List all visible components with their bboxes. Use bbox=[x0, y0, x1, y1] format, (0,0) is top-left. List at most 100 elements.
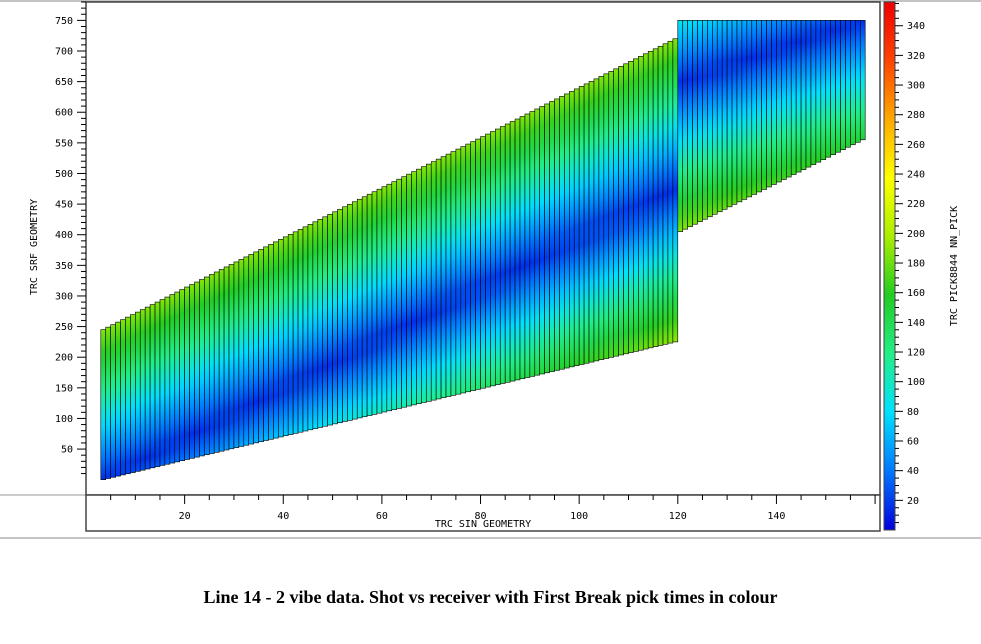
trace-column bbox=[657, 45, 664, 346]
trace-column bbox=[154, 301, 161, 467]
trace-column bbox=[766, 20, 772, 188]
y-tick-label: 350 bbox=[55, 261, 73, 272]
trace-column bbox=[682, 20, 688, 230]
colorbar-tick-label: 180 bbox=[907, 259, 925, 270]
trace-column bbox=[815, 20, 822, 163]
trace-column bbox=[790, 20, 797, 175]
trace-column bbox=[613, 68, 619, 357]
trace-column bbox=[233, 261, 240, 448]
trace-column bbox=[845, 20, 851, 148]
trace-column bbox=[223, 266, 230, 451]
trace-column bbox=[450, 151, 457, 396]
trace-column bbox=[386, 183, 393, 412]
trace-column bbox=[139, 309, 146, 471]
trace-column bbox=[347, 203, 353, 421]
trace-column bbox=[204, 276, 210, 456]
trace-column bbox=[455, 148, 462, 395]
trace-column bbox=[194, 281, 200, 458]
y-tick-label: 450 bbox=[55, 200, 73, 211]
trace-column bbox=[258, 249, 264, 442]
trace-column bbox=[174, 291, 181, 463]
trace-column bbox=[859, 20, 866, 141]
trace-column bbox=[840, 20, 846, 151]
trace-column bbox=[430, 161, 437, 401]
y-tick-label: 100 bbox=[55, 414, 73, 425]
trace-column bbox=[485, 133, 491, 388]
trace-column bbox=[830, 20, 836, 155]
colorbar-tick-label: 200 bbox=[907, 229, 925, 240]
trace-column bbox=[159, 299, 166, 466]
y-tick-label: 700 bbox=[55, 46, 73, 57]
trace-column bbox=[756, 20, 762, 193]
y-tick-label: 550 bbox=[55, 138, 73, 149]
trace-column bbox=[785, 20, 792, 178]
trace-column bbox=[731, 20, 738, 205]
trace-column bbox=[504, 123, 511, 383]
y-axis-label: TRC SRF GEOMETRY bbox=[29, 199, 40, 295]
trace-column bbox=[440, 156, 447, 399]
trace-column bbox=[716, 20, 723, 213]
trace-column bbox=[278, 239, 284, 438]
colorbar-tick-label: 280 bbox=[907, 110, 925, 121]
trace-column bbox=[549, 101, 555, 372]
trace-column bbox=[366, 193, 373, 416]
x-axis: 20 40 60 80 100 120 140 bbox=[110, 495, 876, 522]
colorbar-tick-label: 140 bbox=[907, 318, 925, 329]
y-tick-label: 300 bbox=[55, 291, 73, 302]
trace-column bbox=[564, 93, 570, 369]
trace-column bbox=[544, 103, 550, 374]
x-tick-label: 120 bbox=[669, 511, 687, 522]
trace-column bbox=[381, 186, 388, 413]
figure-caption: Line 14 - 2 vibe data. Shot vs receiver … bbox=[203, 587, 778, 607]
trace-column bbox=[642, 53, 649, 350]
trace-column bbox=[855, 20, 861, 143]
trace-column bbox=[850, 20, 856, 146]
colorbar bbox=[883, 1, 896, 531]
colorbar-tick-label: 20 bbox=[907, 496, 919, 507]
colorbar-tick-label: 100 bbox=[907, 377, 925, 388]
trace-column bbox=[253, 251, 259, 444]
trace-column bbox=[736, 20, 743, 203]
trace-column bbox=[568, 91, 575, 368]
trace-column bbox=[465, 143, 471, 393]
trace-column bbox=[638, 55, 644, 351]
trace-column bbox=[751, 20, 758, 195]
trace-column bbox=[421, 166, 427, 403]
trace-column bbox=[519, 116, 526, 380]
trace-column bbox=[435, 158, 442, 400]
trace-column bbox=[781, 20, 787, 180]
trace-column bbox=[499, 126, 506, 384]
trace-column bbox=[583, 83, 590, 364]
trace-column bbox=[628, 61, 634, 353]
trace-column bbox=[184, 286, 190, 460]
trace-column bbox=[702, 20, 708, 220]
trace-column bbox=[647, 50, 654, 349]
x-tick-label: 40 bbox=[277, 511, 289, 522]
trace-column bbox=[588, 81, 595, 363]
colorbar-tick-label: 340 bbox=[907, 21, 925, 32]
trace-column bbox=[573, 88, 580, 366]
trace-column bbox=[825, 20, 831, 158]
trace-column bbox=[795, 20, 802, 173]
trace-column bbox=[623, 63, 629, 355]
trace-column bbox=[218, 269, 225, 452]
trace-column bbox=[687, 20, 693, 227]
trace-column bbox=[672, 38, 679, 343]
trace-column bbox=[618, 66, 624, 356]
trace-segment bbox=[100, 38, 679, 480]
trace-column bbox=[697, 20, 703, 223]
trace-column bbox=[603, 73, 610, 359]
trace-column bbox=[292, 231, 299, 434]
trace-column bbox=[445, 153, 452, 397]
trace-column bbox=[135, 311, 141, 472]
x-tick-label: 80 bbox=[475, 511, 487, 522]
trace-column bbox=[164, 296, 171, 465]
plot-content bbox=[100, 20, 866, 480]
colorbar-tick-label: 40 bbox=[907, 466, 919, 477]
trace-column bbox=[401, 176, 407, 408]
trace-column bbox=[411, 171, 417, 406]
trace-column bbox=[105, 326, 111, 479]
trace-column bbox=[287, 234, 294, 435]
trace-column bbox=[189, 284, 195, 459]
trace-column bbox=[677, 20, 684, 232]
